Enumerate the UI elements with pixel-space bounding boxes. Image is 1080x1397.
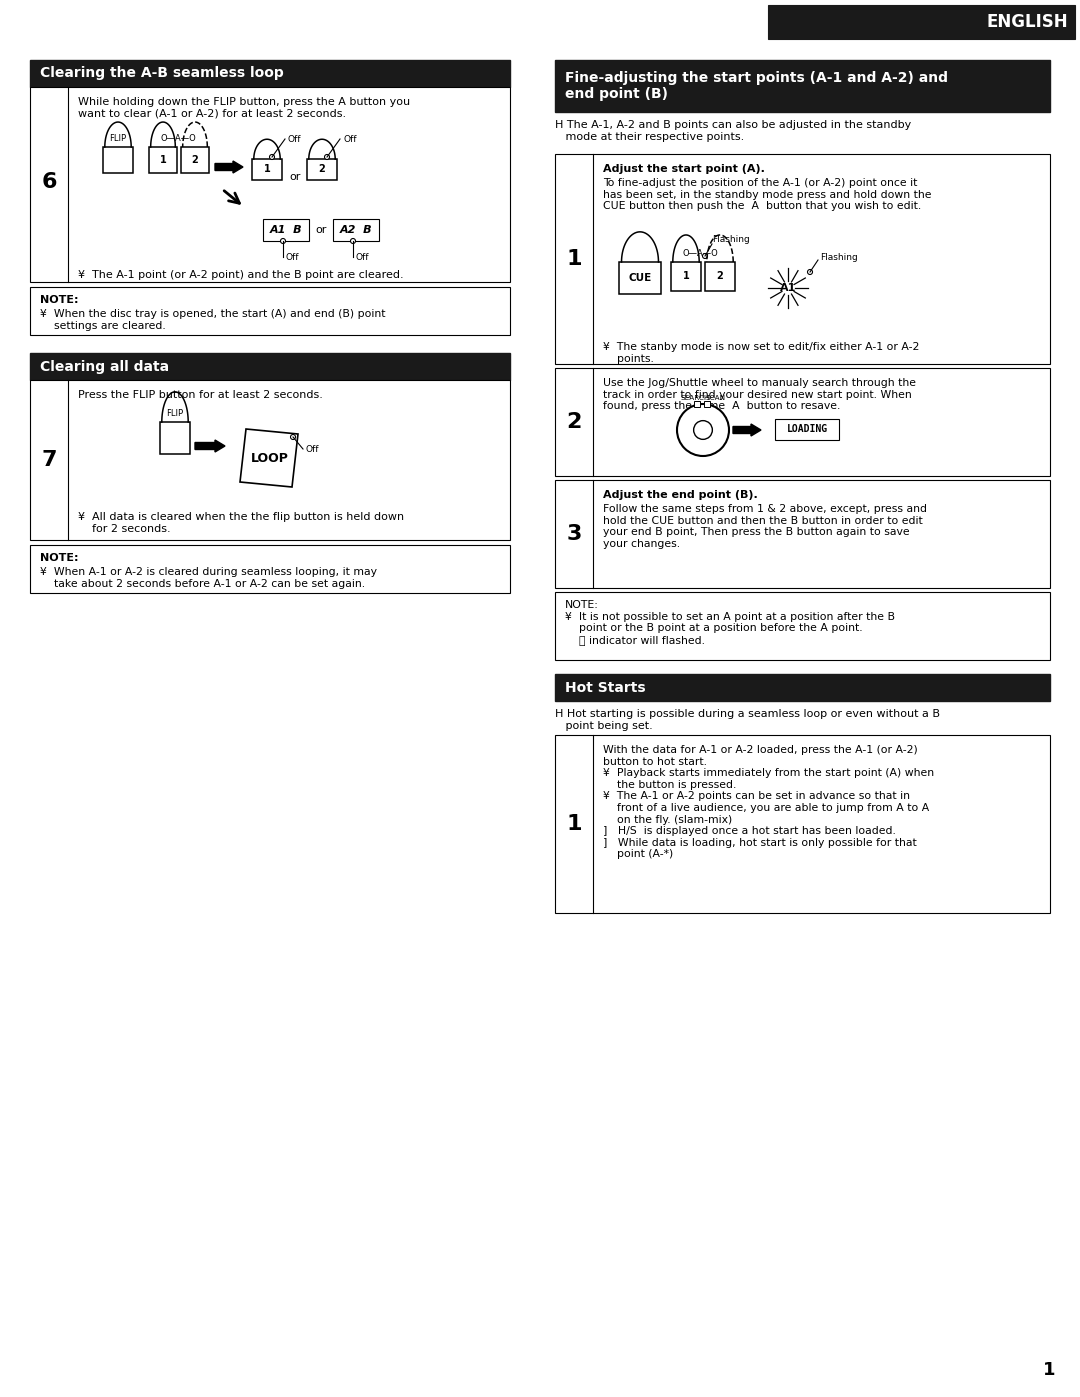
Bar xyxy=(333,219,379,242)
Text: O—A—O: O—A—O xyxy=(683,249,718,258)
Bar xyxy=(555,481,1050,588)
Text: Off: Off xyxy=(343,134,356,144)
Text: Off: Off xyxy=(286,253,299,261)
Text: NOTE:: NOTE: xyxy=(40,295,79,305)
Text: NOTE:
¥  It is not possible to set an A point at a position after the B
    poin: NOTE: ¥ It is not possible to set an A p… xyxy=(565,599,895,645)
Text: 1: 1 xyxy=(160,155,166,165)
Text: FLIP: FLIP xyxy=(166,409,184,418)
Bar xyxy=(555,592,1050,659)
Text: Hot Starts: Hot Starts xyxy=(565,680,646,694)
Text: Use the Jog/Shuttle wheel to manualy search through the
track in order to find y: Use the Jog/Shuttle wheel to manualy sea… xyxy=(603,379,916,411)
Text: Off: Off xyxy=(306,444,320,454)
Text: 7: 7 xyxy=(41,450,57,469)
Text: Off: Off xyxy=(288,134,301,144)
Circle shape xyxy=(693,420,713,440)
Bar xyxy=(555,367,1050,476)
Text: LOOP: LOOP xyxy=(251,453,289,465)
Text: 1: 1 xyxy=(683,271,689,281)
Circle shape xyxy=(324,155,329,159)
Text: 2: 2 xyxy=(566,412,582,432)
Text: SEARCH: SEARCH xyxy=(680,395,710,401)
Text: 1: 1 xyxy=(1042,1361,1055,1379)
Bar xyxy=(705,263,735,291)
Text: H Hot starting is possible during a seamless loop or even without a B
   point b: H Hot starting is possible during a seam… xyxy=(555,710,940,731)
Text: ¥  When the disc tray is opened, the start (A) and end (B) point
    settings ar: ¥ When the disc tray is opened, the star… xyxy=(40,309,386,331)
Circle shape xyxy=(281,239,285,243)
Text: A1: A1 xyxy=(780,284,796,293)
Text: Adjust the end point (B).: Adjust the end point (B). xyxy=(603,490,758,500)
Bar xyxy=(671,263,701,291)
Text: 2: 2 xyxy=(319,165,325,175)
FancyArrow shape xyxy=(733,425,761,436)
Bar xyxy=(555,60,1050,112)
Text: 3: 3 xyxy=(566,524,582,543)
Bar xyxy=(30,87,510,282)
Text: CUE: CUE xyxy=(629,272,651,282)
Circle shape xyxy=(270,155,274,159)
Text: H The A-1, A-2 and B points can also be adjusted in the standby
   mode at their: H The A-1, A-2 and B points can also be … xyxy=(555,120,912,141)
Bar xyxy=(307,159,337,180)
Text: ENGLISH: ENGLISH xyxy=(986,13,1068,31)
Text: ¥  All data is cleared when the the flip button is held down
    for 2 seconds.: ¥ All data is cleared when the the flip … xyxy=(78,511,404,534)
Text: Off: Off xyxy=(356,253,369,261)
Polygon shape xyxy=(240,429,298,488)
Bar xyxy=(30,286,510,335)
Text: ¥  The stanby mode is now set to edit/fix either A-1 or A-2
    points.: ¥ The stanby mode is now set to edit/fix… xyxy=(603,342,919,363)
Text: 1: 1 xyxy=(566,249,582,270)
Bar xyxy=(555,735,1050,914)
Bar xyxy=(103,147,133,173)
Text: ¥  When A-1 or A-2 is cleared during seamless looping, it may
    take about 2 s: ¥ When A-1 or A-2 is cleared during seam… xyxy=(40,567,377,588)
Text: Fine-adjusting the start points (A-1 and A-2) and
end point (B): Fine-adjusting the start points (A-1 and… xyxy=(565,71,948,101)
Text: With the data for A-1 or A-2 loaded, press the A-1 (or A-2)
button to hot start.: With the data for A-1 or A-2 loaded, pre… xyxy=(603,745,934,859)
Text: O—A—O: O—A—O xyxy=(160,134,195,142)
FancyArrow shape xyxy=(195,440,225,453)
Text: Adjust the start point (A).: Adjust the start point (A). xyxy=(603,163,765,175)
Text: Press the FLIP button for at least 2 seconds.: Press the FLIP button for at least 2 sec… xyxy=(78,390,323,400)
Text: To fine-adjust the position of the A-1 (or A-2) point once it
has been set, in t: To fine-adjust the position of the A-1 (… xyxy=(603,177,931,211)
Text: ¥  The A-1 point (or A-2 point) and the B point are cleared.: ¥ The A-1 point (or A-2 point) and the B… xyxy=(78,270,404,279)
Circle shape xyxy=(351,239,355,243)
Text: 2: 2 xyxy=(717,271,724,281)
Text: A1  B: A1 B xyxy=(270,225,302,235)
Text: NOTE:: NOTE: xyxy=(40,553,79,563)
Bar xyxy=(264,219,309,242)
Text: Follow the same steps from 1 & 2 above, except, press and
hold the CUE button an: Follow the same steps from 1 & 2 above, … xyxy=(603,504,927,549)
Text: A2  B: A2 B xyxy=(340,225,373,235)
Bar xyxy=(704,401,710,407)
Bar xyxy=(30,353,510,380)
Bar xyxy=(694,401,700,407)
Bar xyxy=(149,147,177,173)
Bar xyxy=(30,545,510,592)
Text: LOADING: LOADING xyxy=(786,425,827,434)
Text: FLIP: FLIP xyxy=(109,134,126,142)
Text: 1: 1 xyxy=(264,165,270,175)
Text: 2: 2 xyxy=(191,155,199,165)
Bar xyxy=(768,6,1075,39)
Bar xyxy=(775,419,839,440)
Text: Flashing: Flashing xyxy=(712,235,750,244)
Bar xyxy=(160,422,190,454)
Text: Clearing the A-B seamless loop: Clearing the A-B seamless loop xyxy=(40,67,284,81)
Circle shape xyxy=(702,253,707,258)
Text: or: or xyxy=(315,225,326,235)
Circle shape xyxy=(291,434,296,440)
Bar xyxy=(181,147,210,173)
Bar xyxy=(30,60,510,87)
Text: SCAN: SCAN xyxy=(706,395,726,401)
Text: or: or xyxy=(289,172,300,182)
Bar xyxy=(555,673,1050,701)
FancyArrow shape xyxy=(215,161,243,173)
Text: Clearing all data: Clearing all data xyxy=(40,359,170,373)
Text: Flashing: Flashing xyxy=(820,253,858,263)
Bar xyxy=(252,159,282,180)
Circle shape xyxy=(808,270,812,274)
Bar xyxy=(30,380,510,541)
Bar xyxy=(555,154,1050,365)
Text: 6: 6 xyxy=(41,172,57,191)
Text: 1: 1 xyxy=(566,814,582,834)
Text: While holding down the FLIP button, press the A button you
want to clear (A-1 or: While holding down the FLIP button, pres… xyxy=(78,96,410,119)
Bar xyxy=(619,263,661,293)
Circle shape xyxy=(677,404,729,455)
